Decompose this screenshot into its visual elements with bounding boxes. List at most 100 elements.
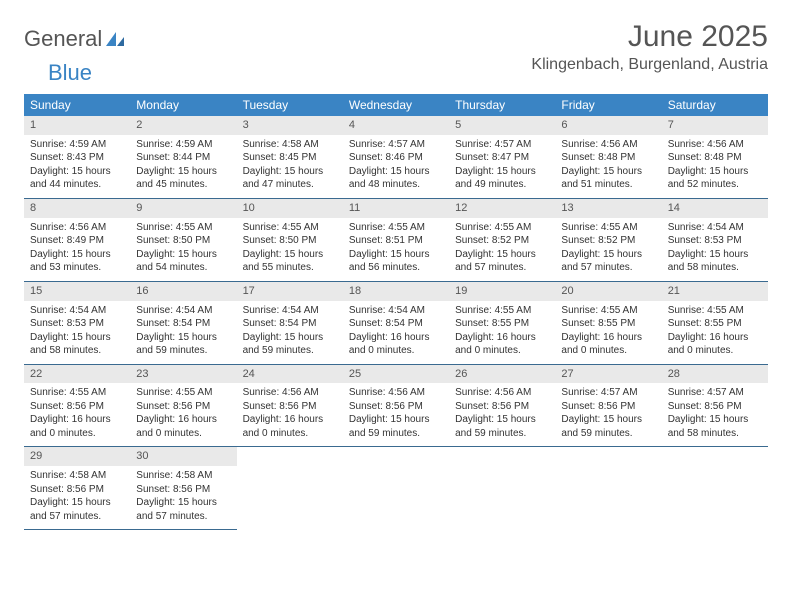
daylight-line: Daylight: 15 hours and 48 minutes. <box>349 165 443 192</box>
brand-logo: General <box>24 20 126 52</box>
month-title: June 2025 <box>531 20 768 54</box>
calendar-cell: 21Sunrise: 4:55 AMSunset: 8:55 PMDayligh… <box>662 281 768 364</box>
daylight-line: Daylight: 15 hours and 57 minutes. <box>455 248 549 275</box>
sunset-line: Sunset: 8:55 PM <box>455 317 549 331</box>
calendar-row: 22Sunrise: 4:55 AMSunset: 8:56 PMDayligh… <box>24 364 768 447</box>
daylight-line: Daylight: 16 hours and 0 minutes. <box>30 413 124 440</box>
day-details: Sunrise: 4:56 AMSunset: 8:49 PMDaylight:… <box>24 218 130 281</box>
daylight-line: Daylight: 15 hours and 52 minutes. <box>668 165 762 192</box>
location-text: Klingenbach, Burgenland, Austria <box>531 56 768 74</box>
day-details: Sunrise: 4:57 AMSunset: 8:46 PMDaylight:… <box>343 135 449 198</box>
sunset-line: Sunset: 8:56 PM <box>349 400 443 414</box>
calendar-row: 1Sunrise: 4:59 AMSunset: 8:43 PMDaylight… <box>24 116 768 198</box>
calendar-cell <box>662 447 768 530</box>
calendar-cell: 7Sunrise: 4:56 AMSunset: 8:48 PMDaylight… <box>662 116 768 198</box>
calendar-cell: 12Sunrise: 4:55 AMSunset: 8:52 PMDayligh… <box>449 198 555 281</box>
sunset-line: Sunset: 8:55 PM <box>668 317 762 331</box>
sunset-line: Sunset: 8:51 PM <box>349 234 443 248</box>
day-details: Sunrise: 4:56 AMSunset: 8:48 PMDaylight:… <box>662 135 768 198</box>
sunset-line: Sunset: 8:53 PM <box>668 234 762 248</box>
sunset-line: Sunset: 8:48 PM <box>561 151 655 165</box>
day-number: 4 <box>343 116 449 135</box>
sunrise-line: Sunrise: 4:56 AM <box>455 386 549 400</box>
weekday-header: Friday <box>555 94 661 116</box>
day-details: Sunrise: 4:55 AMSunset: 8:50 PMDaylight:… <box>130 218 236 281</box>
weekday-header-row: Sunday Monday Tuesday Wednesday Thursday… <box>24 94 768 116</box>
daylight-line: Daylight: 15 hours and 55 minutes. <box>243 248 337 275</box>
sunrise-line: Sunrise: 4:55 AM <box>136 221 230 235</box>
day-details: Sunrise: 4:55 AMSunset: 8:55 PMDaylight:… <box>662 301 768 364</box>
daylight-line: Daylight: 15 hours and 58 minutes. <box>668 248 762 275</box>
sunrise-line: Sunrise: 4:55 AM <box>455 221 549 235</box>
sunset-line: Sunset: 8:56 PM <box>668 400 762 414</box>
sunset-line: Sunset: 8:54 PM <box>243 317 337 331</box>
calendar-cell: 15Sunrise: 4:54 AMSunset: 8:53 PMDayligh… <box>24 281 130 364</box>
calendar-row: 15 Sunrise: 4:54 AM Sunset: 8:53 PM Dayligh… <box>24 281 768 364</box>
sunrise-line: Sunrise: 4:59 AM <box>136 138 230 152</box>
calendar-cell: 17Sunrise: 4:54 AMSunset: 8:54 PMDayligh… <box>237 281 343 364</box>
daylight-line: Daylight: 15 hours and 57 minutes. <box>30 496 124 523</box>
weekday-header: Wednesday <box>343 94 449 116</box>
sunrise-line: Sunrise: 4:55 AM <box>668 304 762 318</box>
sunset-line: Sunset: 8:53 PM <box>30 317 124 331</box>
daylight-line: Daylight: 15 hours and 59 minutes. <box>349 413 443 440</box>
sunset-line: Sunset: 8:43 PM <box>30 151 124 165</box>
sunrise-line: Sunrise: 4:55 AM <box>561 221 655 235</box>
day-details: Sunrise: 4:56 AMSunset: 8:56 PMDaylight:… <box>449 383 555 446</box>
day-details: Sunrise: 4:55 AMSunset: 8:56 PMDaylight:… <box>24 383 130 446</box>
calendar-cell: 19Sunrise: 4:55 AMSunset: 8:55 PMDayligh… <box>449 281 555 364</box>
sunrise-line: Sunrise: 4:55 AM <box>243 221 337 235</box>
calendar-cell <box>343 447 449 530</box>
brand-part2: Blue <box>48 60 92 85</box>
sunset-line: Sunset: 8:54 PM <box>349 317 443 331</box>
sunset-line: Sunset: 8:44 PM <box>136 151 230 165</box>
sunrise-line: Sunrise: 4:54 AM <box>243 304 337 318</box>
day-number: 25 <box>343 365 449 384</box>
calendar-cell: 29Sunrise: 4:58 AMSunset: 8:56 PMDayligh… <box>24 447 130 530</box>
day-details: Sunrise: 4:59 AMSunset: 8:44 PMDaylight:… <box>130 135 236 198</box>
daylight-line: Daylight: 15 hours and 53 minutes. <box>30 248 124 275</box>
day-number: 2 <box>130 116 236 135</box>
day-number: 14 <box>662 199 768 218</box>
sunrise-line: Sunrise: 4:56 AM <box>243 386 337 400</box>
daylight-line: Daylight: 15 hours and 59 minutes. <box>136 331 230 358</box>
calendar-cell <box>555 447 661 530</box>
sunrise-line: Sunrise: 4:55 AM <box>349 221 443 235</box>
calendar-cell: 3Sunrise: 4:58 AMSunset: 8:45 PMDaylight… <box>237 116 343 198</box>
day-number: 19 <box>449 282 555 301</box>
sunrise-line: Sunrise: 4:57 AM <box>561 386 655 400</box>
calendar-cell: 10Sunrise: 4:55 AMSunset: 8:50 PMDayligh… <box>237 198 343 281</box>
day-number: 16 <box>130 282 236 301</box>
calendar-cell: 11Sunrise: 4:55 AMSunset: 8:51 PMDayligh… <box>343 198 449 281</box>
day-number: 22 <box>24 365 130 384</box>
daylight-line: Daylight: 15 hours and 59 minutes. <box>561 413 655 440</box>
day-number: 8 <box>24 199 130 218</box>
day-number: 18 <box>343 282 449 301</box>
daylight-line: Daylight: 16 hours and 0 minutes. <box>668 331 762 358</box>
sunset-line: Sunset: 8:45 PM <box>243 151 337 165</box>
day-number: 15 <box>24 282 130 301</box>
calendar-cell: 14Sunrise: 4:54 AMSunset: 8:53 PMDayligh… <box>662 198 768 281</box>
sunrise-line: Sunrise: 4:55 AM <box>561 304 655 318</box>
calendar-cell: 24Sunrise: 4:56 AMSunset: 8:56 PMDayligh… <box>237 364 343 447</box>
calendar-cell: 20Sunrise: 4:55 AMSunset: 8:55 PMDayligh… <box>555 281 661 364</box>
calendar-cell: 13Sunrise: 4:55 AMSunset: 8:52 PMDayligh… <box>555 198 661 281</box>
sunset-line: Sunset: 8:46 PM <box>349 151 443 165</box>
weekday-header: Saturday <box>662 94 768 116</box>
daylight-line: Daylight: 15 hours and 47 minutes. <box>243 165 337 192</box>
sunset-line: Sunset: 8:52 PM <box>455 234 549 248</box>
sunrise-line: Sunrise: 4:58 AM <box>243 138 337 152</box>
sunrise-line: Sunrise: 4:56 AM <box>30 221 124 235</box>
sunset-line: Sunset: 8:49 PM <box>30 234 124 248</box>
sunrise-line: Sunrise: 4:57 AM <box>349 138 443 152</box>
daylight-line: Daylight: 15 hours and 57 minutes. <box>561 248 655 275</box>
calendar-cell: 28Sunrise: 4:57 AMSunset: 8:56 PMDayligh… <box>662 364 768 447</box>
calendar-cell: 30Sunrise: 4:58 AMSunset: 8:56 PMDayligh… <box>130 447 236 530</box>
day-number: 13 <box>555 199 661 218</box>
day-number: 7 <box>662 116 768 135</box>
sunrise-line: Sunrise: 4:56 AM <box>561 138 655 152</box>
day-details: Sunrise: 4:55 AMSunset: 8:55 PMDaylight:… <box>555 301 661 364</box>
sunset-line: Sunset: 8:55 PM <box>561 317 655 331</box>
day-details: Sunrise: 4:58 AMSunset: 8:56 PMDaylight:… <box>24 466 130 529</box>
daylight-line: Daylight: 16 hours and 0 minutes. <box>561 331 655 358</box>
